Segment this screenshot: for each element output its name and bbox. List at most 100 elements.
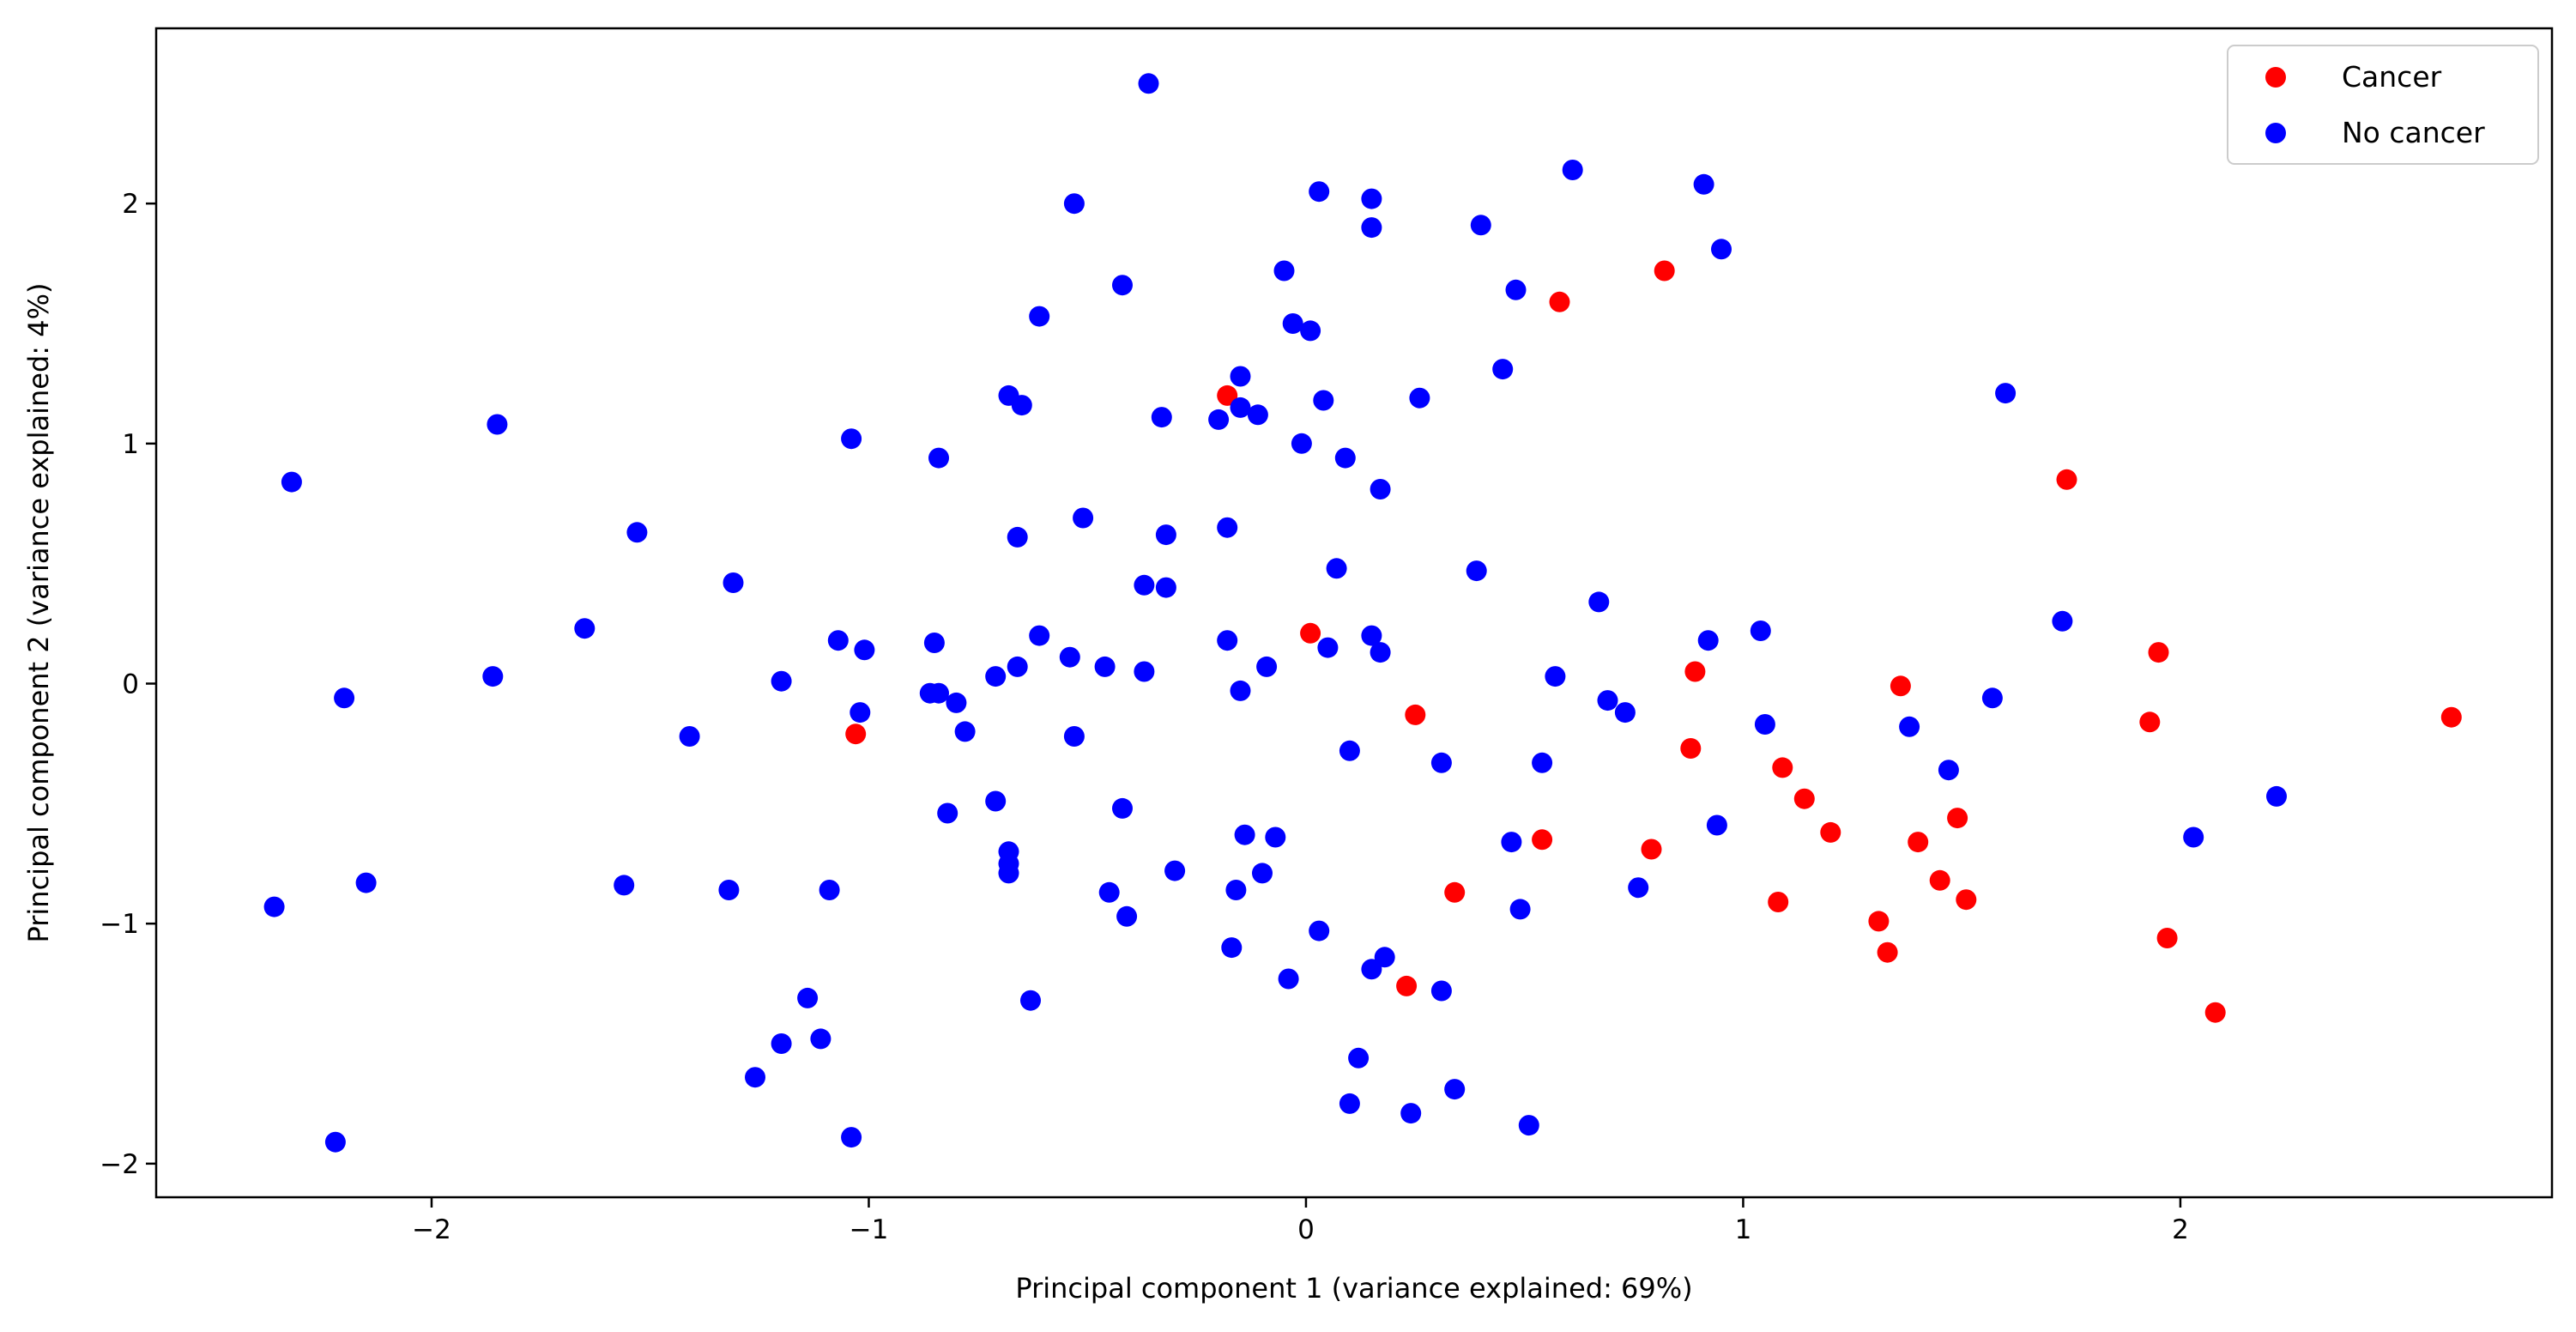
data-point-no-cancer [263,896,285,917]
data-point-no-cancer [1981,687,2003,709]
data-point-no-cancer [1112,275,1133,296]
data-point-no-cancer [797,987,819,1008]
data-point-cancer [1768,892,1789,912]
y-tick-label: 1 [122,429,139,460]
data-point-cancer [1549,291,1570,312]
data-point-no-cancer [985,790,1007,812]
data-point-no-cancer [487,414,508,435]
data-point-no-cancer [1334,447,1356,469]
data-point-no-cancer [679,726,700,747]
data-point-no-cancer [1112,797,1133,819]
data-point-cancer [1956,889,1977,911]
x-tick-label: 1 [1735,1214,1752,1245]
data-point-no-cancer [1256,656,1278,677]
data-point-no-cancer [1995,383,2017,404]
data-point-no-cancer [1470,215,1491,236]
x-tick-label: 0 [1297,1214,1315,1245]
data-point-no-cancer [1361,217,1382,239]
data-point-no-cancer [1151,407,1172,428]
data-point-no-cancer [1138,73,1159,94]
data-point-no-cancer [1007,656,1028,677]
plot-area [263,73,2462,1153]
data-point-no-cancer [1300,320,1321,342]
data-point-cancer [2056,469,2077,490]
data-point-no-cancer [810,1028,831,1050]
data-point-no-cancer [1230,366,1251,387]
data-point-cancer [1820,821,1841,843]
data-point-no-cancer [1073,507,1094,529]
data-point-no-cancer [1326,558,1347,579]
data-point-no-cancer [1750,621,1771,641]
data-point-no-cancer [1430,752,1452,773]
data-point-no-cancer [1029,306,1050,327]
x-tick-label: −2 [412,1214,451,1245]
axes-frame [154,27,2554,1199]
data-point-cancer [1396,975,1418,996]
data-point-no-cancer [1697,630,1719,651]
data-point-no-cancer [1532,752,1553,773]
data-point-no-cancer [841,1127,862,1148]
data-point-cancer [1532,829,1553,851]
data-point-no-cancer [1505,279,1527,300]
data-point-no-cancer [1291,433,1312,454]
data-point-no-cancer [1265,826,1286,848]
data-point-no-cancer [1230,680,1251,701]
data-point-no-cancer [1614,702,1636,724]
data-point-no-cancer [1518,1115,1539,1136]
data-point-cancer [2204,1002,2226,1023]
data-point-no-cancer [1562,160,1583,180]
data-point-no-cancer [1020,990,1041,1011]
data-point-no-cancer [1374,947,1395,968]
data-point-no-cancer [324,1131,346,1153]
data-point-no-cancer [1938,760,1959,781]
data-point-no-cancer [998,863,1019,884]
data-point-no-cancer [1317,637,1339,658]
data-point-no-cancer [2052,610,2073,632]
data-point-no-cancer [819,880,840,900]
data-point-cancer [2156,928,2178,948]
data-point-no-cancer [1693,173,1714,195]
y-axis-label: Principal component 2 (variance explaine… [22,283,55,943]
data-point-cancer [1405,704,1426,725]
data-point-no-cancer [1501,832,1522,853]
data-point-no-cancer [718,880,740,900]
data-point-no-cancer [1247,404,1268,426]
data-point-no-cancer [1711,239,1732,260]
data-point-no-cancer [937,802,958,824]
data-point-cancer [1641,839,1662,860]
data-point-no-cancer [1155,524,1176,546]
data-point-no-cancer [1278,968,1299,990]
data-point-no-cancer [1361,625,1382,646]
data-point-no-cancer [574,618,596,639]
data-point-no-cancer [1348,1047,1370,1069]
data-point-cancer [1908,832,1929,853]
data-point-cancer [1947,808,1968,829]
data-point-no-cancer [1628,877,1649,899]
data-point-no-cancer [281,471,302,493]
data-point-no-cancer [1164,860,1186,881]
data-point-no-cancer [1339,1093,1360,1114]
legend-marker-cancer [2265,67,2286,88]
data-point-no-cancer [1221,937,1243,959]
data-point-no-cancer [482,666,504,687]
data-point-cancer [1793,788,1815,809]
data-point-no-cancer [1400,1103,1422,1124]
data-point-no-cancer [1361,959,1382,980]
data-point-cancer [2139,711,2161,733]
data-point-cancer [1684,661,1706,682]
data-point-no-cancer [841,428,862,450]
legend-label-cancer: Cancer [2342,60,2442,94]
data-point-no-cancer [1007,526,1028,548]
data-point-cancer [1772,757,1793,778]
data-point-no-cancer [1309,920,1330,941]
data-point-cancer [1217,384,1238,406]
data-point-cancer [1868,911,1890,932]
data-point-no-cancer [1313,390,1334,411]
data-point-no-cancer [1282,313,1303,334]
data-point-no-cancer [1011,395,1032,416]
data-point-cancer [1877,941,1898,963]
data-point-no-cancer [1430,980,1452,1002]
data-point-no-cancer [1230,397,1251,418]
data-point-no-cancer [1370,642,1391,663]
